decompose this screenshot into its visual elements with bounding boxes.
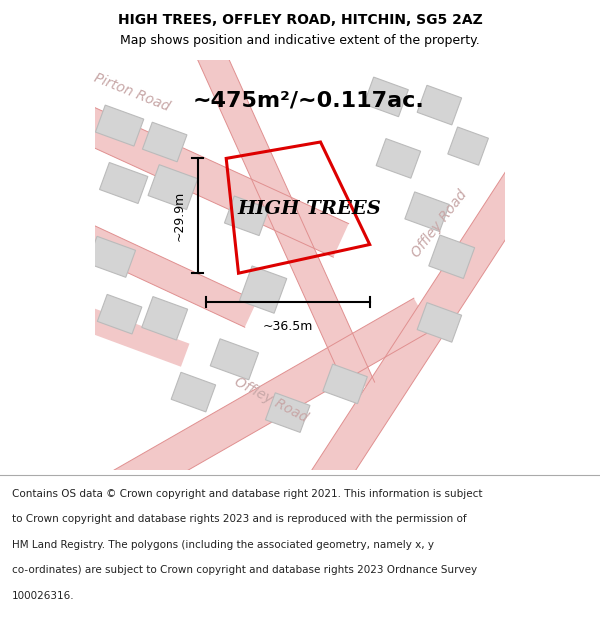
Polygon shape [106,298,432,506]
Polygon shape [97,294,142,334]
Polygon shape [171,372,215,412]
Polygon shape [429,235,475,279]
Polygon shape [142,297,188,340]
Polygon shape [197,46,374,394]
Text: 100026316.: 100026316. [12,591,74,601]
Polygon shape [46,92,349,257]
Polygon shape [148,164,198,209]
Polygon shape [265,392,310,432]
Polygon shape [364,77,409,117]
Polygon shape [448,127,488,165]
Polygon shape [142,122,187,162]
Polygon shape [100,162,148,204]
Polygon shape [68,219,257,328]
Text: Offley Road: Offley Road [232,375,310,426]
Text: ~475m²/~0.117ac.: ~475m²/~0.117ac. [193,91,424,111]
Text: co-ordinates) are subject to Crown copyright and database rights 2023 Ordnance S: co-ordinates) are subject to Crown copyr… [12,566,477,576]
Text: HM Land Registry. The polygons (including the associated geometry, namely x, y: HM Land Registry. The polygons (includin… [12,540,434,550]
Text: Contains OS data © Crown copyright and database right 2021. This information is : Contains OS data © Crown copyright and d… [12,489,482,499]
Polygon shape [87,236,136,278]
Text: Map shows position and indicative extent of the property.: Map shows position and indicative extent… [120,34,480,47]
Text: Pirton Road: Pirton Road [92,71,172,114]
Text: ~36.5m: ~36.5m [263,320,313,333]
Text: HIGH TREES, OFFLEY ROAD, HITCHIN, SG5 2AZ: HIGH TREES, OFFLEY ROAD, HITCHIN, SG5 2A… [118,13,482,28]
Polygon shape [95,105,144,146]
Polygon shape [323,364,367,404]
Polygon shape [305,165,541,501]
Polygon shape [224,196,269,236]
Text: to Crown copyright and database rights 2023 and is reproduced with the permissio: to Crown copyright and database rights 2… [12,514,467,524]
Polygon shape [239,266,287,313]
Polygon shape [210,339,259,380]
Polygon shape [376,139,421,178]
Text: HIGH TREES: HIGH TREES [237,199,381,217]
Polygon shape [417,85,461,125]
Text: ~29.9m: ~29.9m [173,191,185,241]
Polygon shape [405,192,449,231]
Polygon shape [417,302,461,343]
Text: Offley Road: Offley Road [409,188,470,260]
Polygon shape [70,302,190,367]
